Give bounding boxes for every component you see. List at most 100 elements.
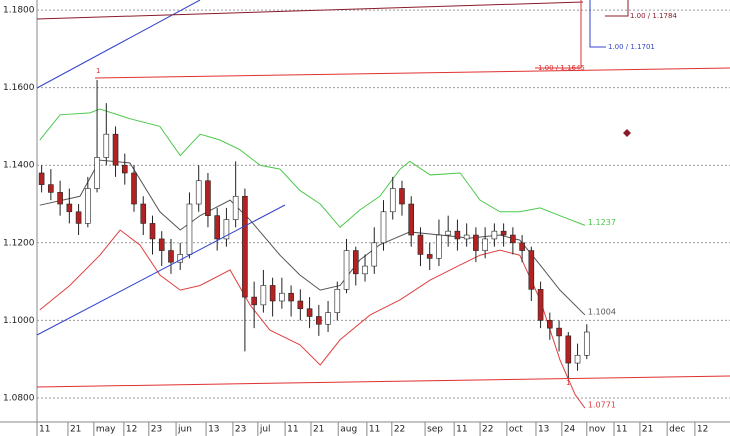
x-tick-label: oct: [509, 425, 523, 435]
candle-body: [583, 331, 590, 356]
band-line: [39, 229, 586, 409]
trend-line: [36, 375, 730, 388]
candle-body: [371, 242, 378, 267]
trend-line: [94, 67, 730, 79]
y-tick-label: 1.1600: [3, 83, 35, 93]
x-tick-label: 12: [697, 425, 708, 435]
candle-body: [454, 230, 461, 240]
candle-body: [547, 320, 553, 329]
x-tick-label: 13: [538, 425, 549, 435]
x-tick-label: 11: [616, 425, 627, 435]
candle-body: [168, 250, 174, 263]
x-tick-label: dec: [669, 425, 685, 435]
y-tick-label: 1.1000: [3, 316, 35, 326]
candle-body: [223, 219, 230, 240]
x-tick-label: 21: [70, 425, 81, 435]
candle-body: [519, 242, 525, 251]
candle-body: [362, 265, 368, 275]
candle-body: [103, 133, 110, 158]
x-tick-label: nov: [589, 425, 606, 435]
x-tick-label: 11: [39, 425, 50, 435]
y-tick-label: 1.1400: [3, 161, 35, 171]
candle-body: [574, 354, 581, 364]
x-tick-label: 23: [151, 425, 162, 435]
candle-body: [463, 234, 470, 240]
band-line: [39, 159, 586, 316]
candle-body: [75, 211, 82, 224]
candle-body: [57, 192, 63, 205]
candle-body: [251, 296, 257, 306]
candle-body: [500, 230, 507, 236]
candle-body: [260, 285, 267, 306]
candle-body: [232, 195, 239, 220]
candle-body: [149, 223, 156, 240]
candle-body: [242, 195, 248, 298]
candle-body: [380, 211, 387, 244]
candle-body: [306, 308, 313, 317]
x-tick-label: sep: [427, 425, 443, 435]
band-end-label: 1.1004: [588, 307, 616, 316]
candle-body: [510, 234, 516, 244]
band-end-label: 1.0771: [588, 401, 616, 410]
x-tick-label: 21: [642, 425, 653, 435]
y-tick-label: 1.1200: [3, 238, 35, 248]
candle-body: [482, 238, 488, 251]
candle-body: [556, 327, 562, 337]
candle-body: [195, 180, 202, 205]
x-tick-label: 11: [369, 425, 380, 435]
band-line: [39, 108, 586, 229]
y-tick-label: 1.1800: [3, 6, 35, 16]
level-marker: [605, 0, 629, 17]
candle-body: [288, 292, 294, 302]
candle-body: [297, 300, 304, 310]
candle-body: [445, 230, 451, 236]
level-marker: [535, 0, 582, 69]
candle-body: [399, 188, 405, 205]
band-end-label: 1.1237: [588, 218, 616, 227]
candle-body: [38, 172, 45, 185]
candle-body: [205, 180, 211, 216]
annotation: 1.00 / 1.1784: [630, 12, 677, 20]
candle-body: [85, 188, 91, 224]
candle-body: [436, 234, 442, 259]
x-tick-label: 22: [394, 425, 405, 435]
x-tick-label: jun: [177, 425, 192, 435]
candle-body: [473, 234, 479, 251]
candle-body: [343, 250, 350, 290]
x-tick-label: 12: [126, 425, 137, 435]
candle-body: [279, 292, 285, 302]
candle-body: [158, 238, 165, 251]
x-tick-label: may: [96, 425, 116, 435]
diamond-marker: [623, 129, 631, 137]
plot-layer: 1.1800 1.1600 1.1400 1.1200 1.1000 1.0800 11 21…: [3, 6, 730, 436]
candle-body: [417, 234, 424, 255]
x-tick-label: 11: [456, 425, 467, 435]
candle-body: [186, 203, 193, 255]
trend-line: [36, 204, 286, 336]
candle-body: [491, 230, 498, 240]
x-tick-label: 22: [482, 425, 493, 435]
x-tick-label: jul: [259, 425, 271, 435]
candle-body: [121, 164, 128, 174]
annotation: 1.00 / 1.1645: [538, 64, 585, 72]
candle-body: [325, 312, 331, 325]
candle-body: [352, 250, 359, 275]
candle-body: [528, 250, 535, 290]
candle-body: [112, 133, 119, 166]
candle-body: [408, 203, 415, 236]
y-tick-label: 1.0800: [3, 393, 35, 403]
candle-body: [426, 254, 433, 259]
annotation: 1.00 / 1.1701: [608, 43, 655, 51]
candle-body: [565, 335, 572, 364]
candle-body: [131, 172, 137, 205]
x-tick-label: 21: [313, 425, 324, 435]
candle-body: [334, 289, 341, 313]
candle-body: [389, 188, 396, 213]
trend-line: [36, 1, 584, 20]
x-tick-label: 23: [235, 425, 246, 435]
candle-body: [48, 184, 54, 193]
candle-body: [140, 203, 147, 224]
candle-body: [316, 316, 322, 325]
